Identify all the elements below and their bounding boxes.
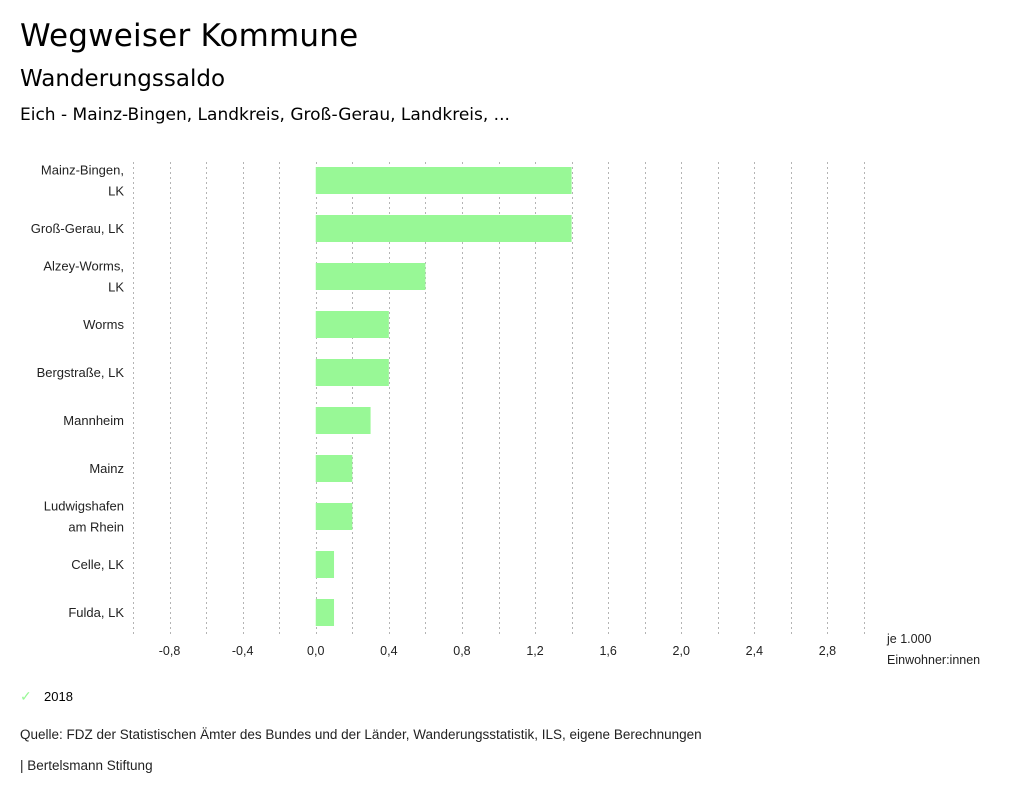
x-axis-unit-line: Einwohner:innen <box>887 653 980 667</box>
bar[interactable] <box>315 551 335 578</box>
bar[interactable] <box>315 455 353 482</box>
legend[interactable]: ✓ 2018 <box>20 688 73 705</box>
bars <box>315 167 572 626</box>
category-label: LK <box>108 280 124 295</box>
bar[interactable] <box>315 503 353 530</box>
check-icon[interactable]: ✓ <box>20 688 32 704</box>
x-tick-label: 0,0 <box>307 644 324 658</box>
source-note: Quelle: FDZ der Statistischen Ämter des … <box>20 727 702 742</box>
category-label: Mainz <box>89 461 124 476</box>
bar[interactable] <box>315 407 371 434</box>
x-tick-label: 0,4 <box>380 644 397 658</box>
chart-subtitle: Wanderungssaldo <box>20 66 226 92</box>
x-tick-label: -0,8 <box>159 644 181 658</box>
category-label: Ludwigshafen <box>44 499 124 514</box>
category-label: am Rhein <box>68 520 124 535</box>
bar[interactable] <box>315 215 572 242</box>
category-label: Bergstraße, LK <box>37 365 125 380</box>
x-tick-label: 2,8 <box>819 644 836 658</box>
x-axis-unit-label: je 1.000 Einwohner:innen <box>886 632 980 667</box>
x-tick-label: 2,4 <box>746 644 763 658</box>
category-label: Mainz-Bingen, <box>41 163 124 178</box>
x-axis-unit-line: je 1.000 <box>886 632 932 646</box>
x-tick-label: 2,0 <box>673 644 690 658</box>
x-tick-label: 1,2 <box>526 644 543 658</box>
x-tick-label: 1,6 <box>599 644 616 658</box>
category-label: Groß-Gerau, LK <box>31 221 125 236</box>
category-label: Celle, LK <box>71 557 124 572</box>
credit-note: | Bertelsmann Stiftung <box>20 758 153 773</box>
bar[interactable] <box>315 359 389 386</box>
x-tick-label: -0,4 <box>232 644 254 658</box>
x-tick-labels: -0,8 -0,4 0,0 0,4 0,8 1,2 1,6 2,0 2,4 2,8 <box>159 644 836 658</box>
x-tick-label: 0,8 <box>453 644 470 658</box>
bar[interactable] <box>315 311 389 338</box>
category-label: Alzey-Worms, <box>43 259 124 274</box>
category-label: LK <box>108 184 124 199</box>
region-selection: Eich - Mainz-Bingen, Landkreis, Groß-Ger… <box>20 105 510 125</box>
category-labels: Mainz-Bingen, LK Groß-Gerau, LK Alzey-Worms… <box>31 163 125 621</box>
bar[interactable] <box>315 599 335 626</box>
category-label: Fulda, LK <box>68 605 124 620</box>
bar[interactable] <box>315 167 572 194</box>
bar-chart: Mainz-Bingen, LK Groß-Gerau, LK Alzey-Worms… <box>31 162 980 667</box>
grid-lines <box>133 162 865 636</box>
category-label: Worms <box>83 317 124 332</box>
bar[interactable] <box>315 263 426 290</box>
page-title: Wegweiser Kommune <box>20 18 359 54</box>
category-label: Mannheim <box>63 413 124 428</box>
legend-label-2018[interactable]: 2018 <box>44 689 73 704</box>
